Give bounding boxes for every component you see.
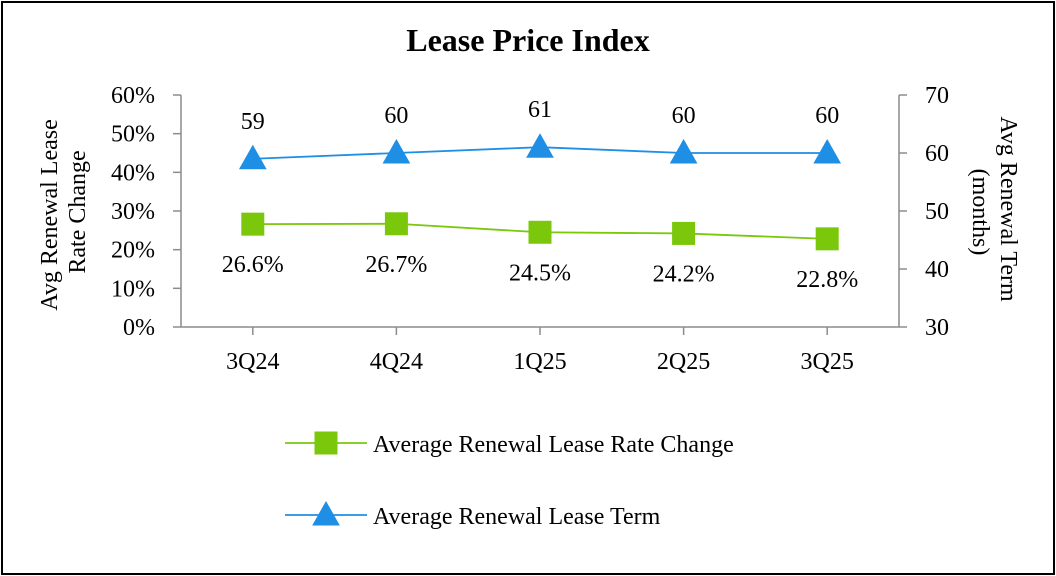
legend-triangle-marker <box>312 500 340 526</box>
legend-item: Average Renewal Lease Term <box>285 500 661 530</box>
data-label: 26.7% <box>365 252 427 278</box>
square-marker <box>815 227 839 251</box>
data-label: 61 <box>528 97 552 123</box>
legend: Average Renewal Lease Rate Change Average… <box>285 431 734 530</box>
left-axis-title-line-2: Rate Change <box>65 150 91 273</box>
data-label: 60 <box>384 103 408 129</box>
left-axis-tick-label: 40% <box>111 160 155 186</box>
right-axis-title: Avg Renewal Term (months) <box>967 116 1021 307</box>
data-label: 26.6% <box>222 252 284 278</box>
triangle-marker <box>382 138 411 164</box>
triangle-marker <box>669 138 698 164</box>
legend-square-marker <box>314 431 338 455</box>
right-axis-title-line-2: (months) <box>967 169 993 256</box>
triangle-marker <box>526 133 554 158</box>
right-axis-title-line-1: Avg Renewal Term <box>995 116 1021 302</box>
series-lease-rate-change: 26.6% 26.7% 24.5% 24.2% 22.8% <box>222 212 858 293</box>
left-axis-tick-label: 20% <box>111 238 155 264</box>
chart-title: Lease Price Index <box>406 22 650 58</box>
data-label: 60 <box>815 103 839 129</box>
square-marker <box>241 212 265 236</box>
x-axis-tick-label: 4Q24 <box>370 349 423 375</box>
legend-item: Average Renewal Lease Rate Change <box>285 431 734 458</box>
data-label: 24.5% <box>509 260 571 286</box>
legend-label: Average Renewal Lease Rate Change <box>373 432 734 458</box>
x-axis-tick-label: 3Q24 <box>226 349 279 375</box>
series-lease-term: 59 60 61 60 60 <box>238 97 842 170</box>
x-axis-tick-label: 3Q25 <box>801 349 854 375</box>
right-axis-tick-label: 60 <box>925 141 949 167</box>
data-label: 22.8% <box>796 267 858 293</box>
right-axis-tick-label: 40 <box>925 257 949 283</box>
x-axis-tick-label: 2Q25 <box>657 349 710 375</box>
legend-label: Average Renewal Lease Term <box>373 504 661 530</box>
left-axis-tick-label: 50% <box>111 122 155 148</box>
right-axis-tick-label: 30 <box>925 315 949 341</box>
left-axis-tick-label: 30% <box>111 199 155 225</box>
square-marker <box>672 221 696 245</box>
x-axis: 3Q24 4Q24 1Q25 2Q25 3Q25 <box>181 326 899 375</box>
data-label: 24.2% <box>653 261 715 287</box>
square-marker <box>528 220 552 244</box>
data-label: 59 <box>241 109 265 135</box>
right-y-axis: 30 40 50 60 70 <box>898 83 949 341</box>
right-axis-tick-label: 70 <box>925 83 949 109</box>
series-layer: 26.6% 26.7% 24.5% 24.2% 22.8% 59 60 61 60 60 <box>222 97 858 293</box>
lease-price-index-chart: Lease Price Index 0% 10% 20% 30% 40% 50% 60% 3… <box>37 22 1021 530</box>
data-label: 60 <box>672 103 696 129</box>
square-marker <box>384 212 408 236</box>
x-axis-tick-label: 1Q25 <box>513 349 566 375</box>
triangle-marker <box>813 138 842 164</box>
left-axis-title: Avg Renewal Lease Rate Change <box>37 113 91 310</box>
left-y-axis: 0% 10% 20% 30% 40% 50% 60% <box>111 83 182 341</box>
left-axis-title-line-1: Avg Renewal Lease <box>37 119 63 310</box>
left-axis-tick-label: 0% <box>123 315 155 341</box>
left-axis-tick-label: 10% <box>111 276 155 302</box>
triangle-marker <box>238 144 267 170</box>
right-axis-tick-label: 50 <box>925 199 949 225</box>
left-axis-tick-label: 60% <box>111 83 155 109</box>
